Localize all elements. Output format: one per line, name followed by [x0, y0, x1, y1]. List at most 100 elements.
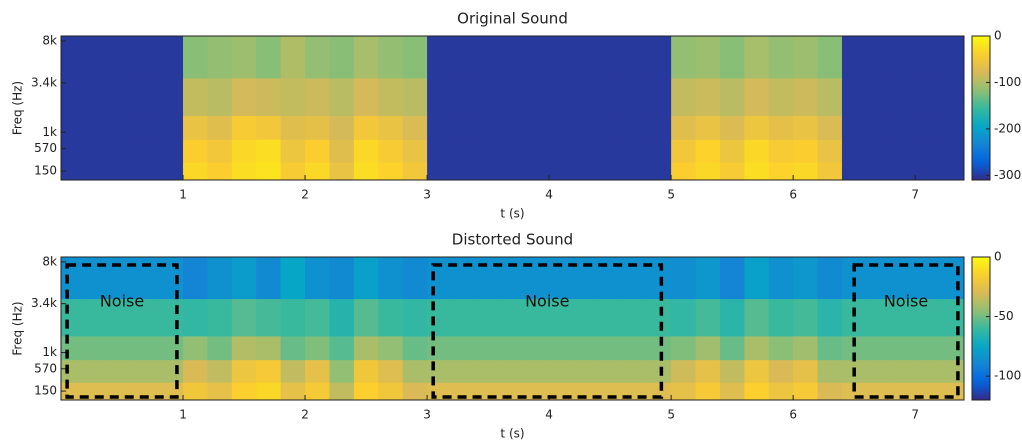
- heatmap-cell: [573, 36, 599, 79]
- heatmap-cell: [353, 335, 379, 361]
- heatmap-cell: [378, 359, 404, 383]
- heatmap-cell: [671, 77, 697, 116]
- heatmap-cell: [768, 359, 794, 383]
- heatmap-cell: [671, 359, 697, 383]
- heatmap-cell: [719, 382, 745, 400]
- heatmap-cell: [500, 335, 526, 361]
- heatmap-cell: [866, 36, 892, 79]
- heatmap-cell: [866, 335, 892, 361]
- heatmap-cell: [915, 161, 941, 180]
- x-tick-label: 7: [911, 188, 919, 202]
- heatmap-cell: [719, 359, 745, 383]
- heatmap-cell: [475, 77, 501, 116]
- heatmap-cell: [280, 77, 306, 116]
- heatmap-cell: [256, 359, 282, 383]
- heatmap-cell: [866, 139, 892, 163]
- heatmap-cell: [183, 335, 209, 361]
- heatmap-cell: [451, 139, 477, 163]
- heatmap-cell: [549, 139, 575, 163]
- heatmap-cell: [817, 36, 843, 79]
- heatmap-cell: [622, 335, 648, 361]
- heatmap-cell: [744, 161, 770, 180]
- heatmap-cell: [451, 115, 477, 140]
- heatmap-cell: [817, 139, 843, 163]
- heatmap-cell: [427, 115, 453, 140]
- heatmap-cell: [744, 36, 770, 79]
- heatmap-cell: [134, 359, 160, 383]
- heatmap-cell: [646, 77, 672, 116]
- heatmap-cell: [85, 36, 111, 79]
- heatmap-cell: [939, 161, 964, 180]
- heatmap-cell: [573, 139, 599, 163]
- heatmap-cell: [451, 335, 477, 361]
- heatmap-cell: [622, 77, 648, 116]
- heatmap-cell: [256, 335, 282, 361]
- heatmap-cell: [744, 257, 770, 300]
- heatmap-cell: [622, 36, 648, 79]
- heatmap-cell: [549, 115, 575, 140]
- heatmap-cell: [597, 115, 623, 140]
- heatmap-cell: [183, 139, 209, 163]
- heatmap-cell: [890, 115, 916, 140]
- heatmap-cell: [841, 115, 867, 140]
- heatmap-cell: [719, 335, 745, 361]
- colorbar-tick-label: -200: [994, 121, 1021, 135]
- heatmap-cell: [402, 335, 428, 361]
- heatmap-cell: [573, 335, 599, 361]
- heatmap-cell: [305, 36, 331, 79]
- heatmap-cell: [500, 359, 526, 383]
- heatmap-cell: [915, 139, 941, 163]
- heatmap-cell: [939, 335, 964, 361]
- heatmap-cell: [85, 359, 111, 383]
- heatmap-cell: [817, 77, 843, 116]
- heatmap-cell: [793, 36, 819, 79]
- heatmap-cell: [280, 115, 306, 140]
- heatmap-cell: [793, 161, 819, 180]
- heatmap-cell: [305, 298, 331, 337]
- heatmap-cell: [378, 257, 404, 300]
- heatmap-cell: [134, 36, 160, 79]
- heatmap-cell: [109, 161, 135, 180]
- heatmap-cell: [549, 77, 575, 116]
- heatmap-cell: [671, 257, 697, 300]
- heatmap-cell: [500, 115, 526, 140]
- heatmap-cell: [768, 335, 794, 361]
- heatmap-cell: [256, 161, 282, 180]
- heatmap-cell: [500, 77, 526, 116]
- heatmap-cell: [671, 382, 697, 400]
- heatmap-cell: [671, 115, 697, 140]
- heatmap-cell: [109, 77, 135, 116]
- y-axis-label: Freq (Hz): [11, 81, 25, 135]
- heatmap-cell: [207, 161, 233, 180]
- heatmap-cell: [646, 139, 672, 163]
- heatmap-cell: [597, 36, 623, 79]
- annotation: Noise: [525, 292, 569, 311]
- y-tick-label: 570: [34, 361, 57, 375]
- heatmap-cell: [61, 36, 87, 79]
- y-tick-label: 3.4k: [31, 76, 57, 90]
- heatmap-cell: [451, 298, 477, 337]
- heatmap-cell: [939, 36, 964, 79]
- x-tick-label: 4: [545, 188, 553, 202]
- heatmap-cell: [109, 298, 135, 337]
- heatmap-cell: [817, 257, 843, 300]
- heatmap-cell: [231, 359, 257, 383]
- heatmap-cell: [695, 382, 721, 400]
- heatmap-cell: [305, 161, 331, 180]
- heatmap-cell: [500, 161, 526, 180]
- heatmap-cell: [256, 77, 282, 116]
- heatmap-cell: [85, 77, 111, 116]
- heatmap-cell: [402, 139, 428, 163]
- heatmap-cell: [524, 115, 550, 140]
- heatmap-cell: [793, 77, 819, 116]
- heatmap-cell: [231, 115, 257, 140]
- x-tick-label: 4: [545, 408, 553, 422]
- heatmap-cell: [719, 298, 745, 337]
- heatmap-cell: [207, 298, 233, 337]
- heatmap-cell: [793, 359, 819, 383]
- y-tick-label: 8k: [42, 33, 57, 47]
- x-tick-label: 5: [667, 188, 675, 202]
- heatmap-cell: [378, 115, 404, 140]
- heatmap-cell: [183, 382, 209, 400]
- heatmap-cell: [280, 298, 306, 337]
